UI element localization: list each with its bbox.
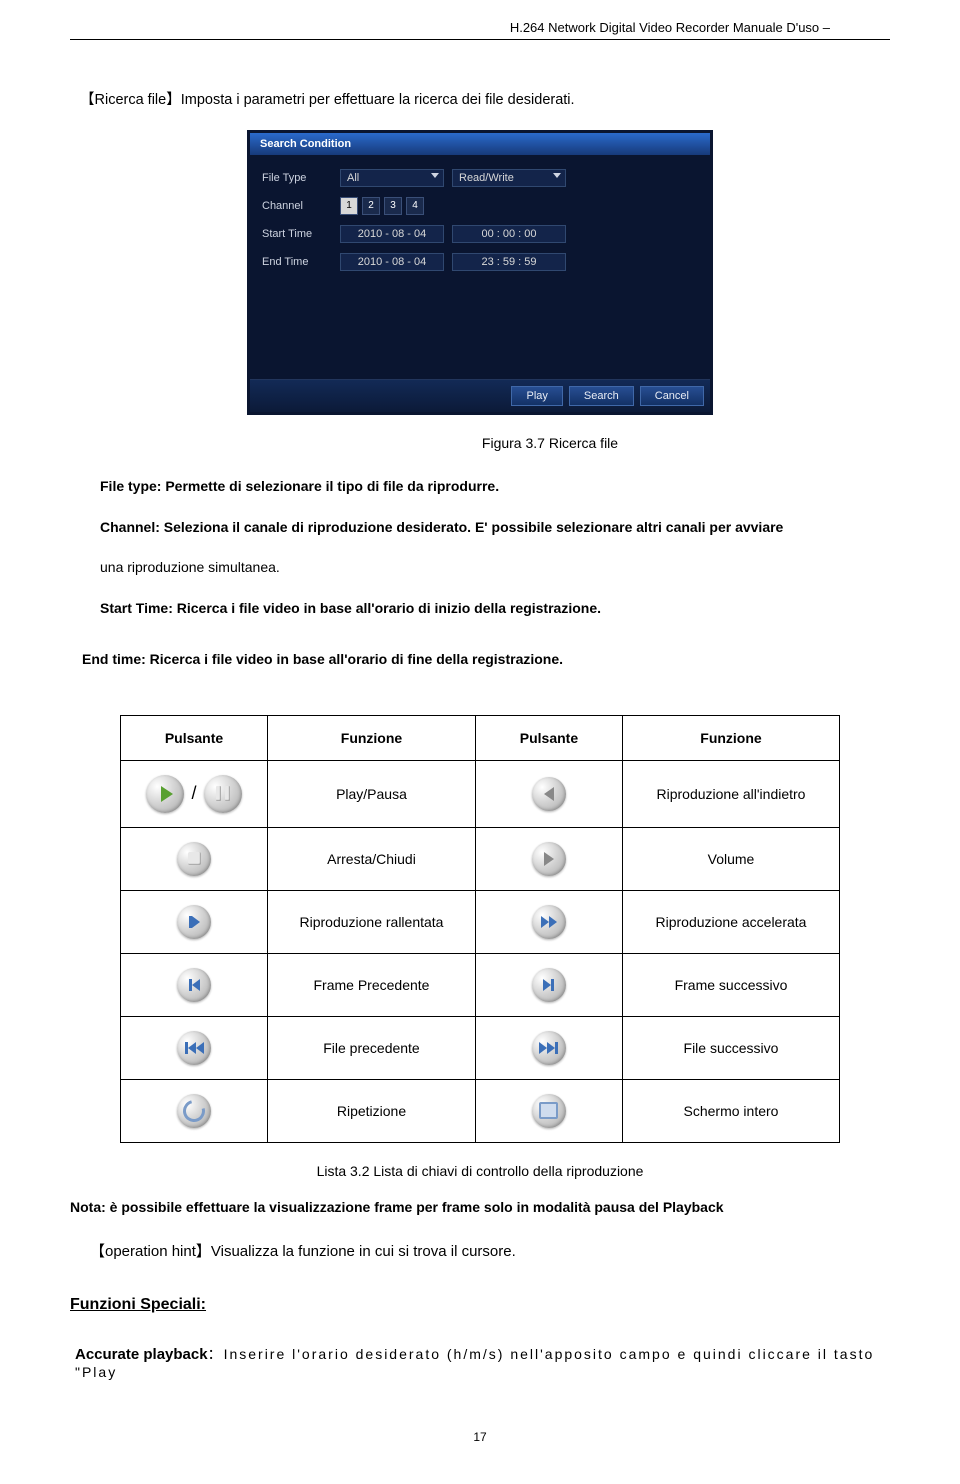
channel-2[interactable]: 2 (362, 197, 380, 215)
channel-1[interactable]: 1 (340, 197, 358, 215)
play-button[interactable]: Play (511, 386, 562, 406)
endtime-label: End Time (262, 256, 332, 268)
table-row: Frame Precedente Frame successivo (121, 953, 840, 1016)
figure-caption: Figura 3.7 Ricerca file (210, 435, 890, 451)
desc-channel2: una riproduzione simultanea. (100, 552, 890, 583)
desc-channel: Channel: Seleziona il canale di riproduz… (100, 519, 783, 535)
volume-icon (532, 842, 566, 876)
filetype-select[interactable]: All (340, 169, 444, 187)
th-funzione-2: Funzione (622, 715, 839, 760)
desc-end: End time: Ricerca i file video in base a… (82, 644, 890, 675)
stop-icon (177, 842, 211, 876)
channel-3[interactable]: 3 (384, 197, 402, 215)
channel-label: Channel (262, 200, 332, 212)
table-row: / Play/Pausa Riproduzione all'indietro (121, 760, 840, 827)
channel-4[interactable]: 4 (406, 197, 424, 215)
pause-icon (204, 775, 242, 813)
play-icon (146, 775, 184, 813)
section-header: Funzioni Speciali: (70, 1296, 890, 1314)
repeat-icon (177, 1094, 211, 1128)
table-row: Ripetizione Schermo intero (121, 1079, 840, 1142)
desc-filetype: File type: Permette di selezionare il ti… (100, 478, 499, 494)
cell-fast: Riproduzione accelerata (622, 890, 839, 953)
next-file-icon (532, 1031, 566, 1065)
cell-fullscreen: Schermo intero (622, 1079, 839, 1142)
readwrite-select[interactable]: Read/Write (452, 169, 566, 187)
dialog-title: Search Condition (250, 133, 710, 155)
dialog-body: File Type All Read/Write Channel 1 2 3 4… (250, 155, 710, 379)
slash: / (191, 783, 196, 803)
nota-text: Nota: è possibile effettuare la visualiz… (70, 1199, 890, 1215)
cancel-button[interactable]: Cancel (640, 386, 704, 406)
start-time-input[interactable]: 00 : 00 : 00 (452, 225, 566, 243)
chevron-down-icon (431, 173, 439, 178)
operation-hint: 【operation hint】Visualizza la funzione i… (90, 1240, 890, 1261)
intro-text: 【Ricerca file】Imposta i parametri per ef… (80, 90, 890, 112)
slow-icon (177, 905, 211, 939)
prev-file-icon (177, 1031, 211, 1065)
dialog-footer: Play Search Cancel (250, 379, 710, 412)
cell-nextfile: File successivo (622, 1016, 839, 1079)
start-date-input[interactable]: 2010 - 08 - 04 (340, 225, 444, 243)
cell-prevfile: File precedente (268, 1016, 476, 1079)
cell-stop: Arresta/Chiudi (268, 827, 476, 890)
channel-selector: 1 2 3 4 (340, 197, 424, 215)
rewind-icon (532, 777, 566, 811)
button-table: Pulsante Funzione Pulsante Funzione / Pl… (120, 715, 840, 1143)
cell-prevframe: Frame Precedente (268, 953, 476, 1016)
cell-volume: Volume (622, 827, 839, 890)
page-header: H.264 Network Digital Video Recorder Man… (70, 20, 890, 40)
end-time-input[interactable]: 23 : 59 : 59 (452, 253, 566, 271)
cell-repeat: Ripetizione (268, 1079, 476, 1142)
page: H.264 Network Digital Video Recorder Man… (0, 0, 960, 1484)
search-button[interactable]: Search (569, 386, 634, 406)
cell-slow: Riproduzione rallentata (268, 890, 476, 953)
fullscreen-icon (532, 1094, 566, 1128)
next-frame-icon (532, 968, 566, 1002)
th-funzione-1: Funzione (268, 715, 476, 760)
th-pulsante-2: Pulsante (475, 715, 622, 760)
starttime-label: Start Time (262, 228, 332, 240)
cell-rewind: Riproduzione all'indietro (622, 760, 839, 827)
prev-frame-icon (177, 968, 211, 1002)
accurate-playback: Accurate playback：Inserire l'orario desi… (75, 1344, 890, 1380)
cell-nextframe: Frame successivo (622, 953, 839, 1016)
desc-block: File type: Permette di selezionare il ti… (100, 471, 890, 624)
end-date-input[interactable]: 2010 - 08 - 04 (340, 253, 444, 271)
table-row: Riproduzione rallentata Riproduzione acc… (121, 890, 840, 953)
filetype-label: File Type (262, 172, 332, 184)
th-pulsante-1: Pulsante (121, 715, 268, 760)
cell-play: Play/Pausa (268, 760, 476, 827)
table-row: File precedente File successivo (121, 1016, 840, 1079)
list-caption: Lista 3.2 Lista di chiavi di controllo d… (70, 1163, 890, 1179)
chevron-down-icon (553, 173, 561, 178)
fast-icon (532, 905, 566, 939)
table-row: Arresta/Chiudi Volume (121, 827, 840, 890)
accurate-label: Accurate playback (75, 1346, 208, 1363)
page-number: 17 (70, 1430, 890, 1444)
desc-start: Start Time: Ricerca i file video in base… (100, 600, 601, 616)
search-condition-dialog: Search Condition File Type All Read/Writ… (247, 130, 713, 415)
